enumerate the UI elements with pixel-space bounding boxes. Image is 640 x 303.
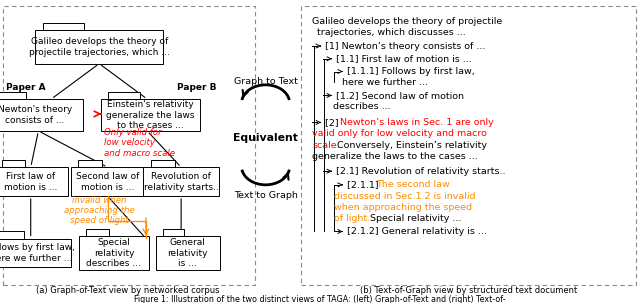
FancyBboxPatch shape bbox=[71, 167, 145, 196]
Text: [1.1] First law of motion is ...: [1.1] First law of motion is ... bbox=[336, 54, 472, 63]
FancyBboxPatch shape bbox=[1, 160, 25, 167]
Text: Einstein's relativity
generalize the laws
to the cases ...: Einstein's relativity generalize the law… bbox=[106, 100, 195, 130]
Text: Newton’s laws in Sec. 1 are only: Newton’s laws in Sec. 1 are only bbox=[340, 118, 493, 127]
Text: here we further ...: here we further ... bbox=[342, 78, 428, 87]
Text: [2.1] Revolution of relativity starts..: [2.1] Revolution of relativity starts.. bbox=[336, 167, 506, 176]
FancyBboxPatch shape bbox=[156, 236, 220, 270]
FancyBboxPatch shape bbox=[3, 6, 255, 285]
FancyBboxPatch shape bbox=[0, 92, 26, 99]
FancyBboxPatch shape bbox=[151, 160, 175, 167]
Text: (a) Graph-of-Text view by networked corpus: (a) Graph-of-Text view by networked corp… bbox=[36, 286, 220, 295]
Text: Newton's theory
consists of ...: Newton's theory consists of ... bbox=[0, 105, 72, 125]
Text: [2]: [2] bbox=[325, 118, 342, 127]
Text: describes ...: describes ... bbox=[333, 102, 390, 111]
FancyBboxPatch shape bbox=[301, 6, 636, 285]
Text: Graph to Text: Graph to Text bbox=[234, 77, 298, 86]
Text: invalid when
approaching the
speed of light: invalid when approaching the speed of li… bbox=[64, 196, 134, 225]
Text: discussed in Sec.1.2 is invalid: discussed in Sec.1.2 is invalid bbox=[334, 192, 476, 201]
FancyBboxPatch shape bbox=[0, 239, 70, 268]
Text: [2.1.1]: [2.1.1] bbox=[347, 180, 381, 189]
FancyBboxPatch shape bbox=[86, 229, 109, 236]
Text: Galileo develops the theory of projectile: Galileo develops the theory of projectil… bbox=[312, 17, 502, 26]
FancyBboxPatch shape bbox=[0, 99, 83, 131]
Text: trajectories, which discusses ...: trajectories, which discusses ... bbox=[317, 28, 466, 37]
Text: Galileo develops the theory of
projectile trajectories, which ...: Galileo develops the theory of projectil… bbox=[29, 37, 170, 57]
FancyBboxPatch shape bbox=[0, 231, 24, 239]
Text: Revolution of
relativity starts..: Revolution of relativity starts.. bbox=[144, 172, 218, 191]
Text: Only valid for
low velocity
and macro scale: Only valid for low velocity and macro sc… bbox=[104, 128, 175, 158]
Text: Paper B: Paper B bbox=[177, 83, 217, 92]
FancyBboxPatch shape bbox=[35, 30, 163, 64]
Text: [1.2] Second law of motion: [1.2] Second law of motion bbox=[336, 91, 464, 100]
FancyBboxPatch shape bbox=[100, 99, 200, 131]
Text: The second law: The second law bbox=[376, 180, 450, 189]
Text: of light.: of light. bbox=[334, 214, 370, 223]
Text: (b) Text-of-Graph view by structured text document: (b) Text-of-Graph view by structured tex… bbox=[360, 286, 577, 295]
Text: valid only for low velocity and macro: valid only for low velocity and macro bbox=[312, 129, 487, 138]
FancyBboxPatch shape bbox=[143, 167, 219, 196]
Text: when approaching the speed: when approaching the speed bbox=[334, 203, 472, 212]
Text: Follows by first law,
here we further ...: Follows by first law, here we further ..… bbox=[0, 243, 75, 263]
Text: Figure 1: Illustration of the two distinct views of TAGA: (left) Graph-of-Text a: Figure 1: Illustration of the two distin… bbox=[134, 295, 506, 303]
Text: Second law of
motion is ...: Second law of motion is ... bbox=[76, 172, 140, 191]
Text: Special
relativity
describes ...: Special relativity describes ... bbox=[86, 238, 141, 268]
FancyBboxPatch shape bbox=[79, 160, 102, 167]
Text: Equivalent: Equivalent bbox=[233, 133, 298, 143]
Text: Text to Graph: Text to Graph bbox=[234, 191, 298, 200]
Text: Conversely, Einstein’s relativity: Conversely, Einstein’s relativity bbox=[334, 141, 487, 150]
Text: [1] Newton’s theory consists of ...: [1] Newton’s theory consists of ... bbox=[325, 42, 486, 51]
FancyBboxPatch shape bbox=[43, 23, 84, 30]
Text: General
relativity
is ...: General relativity is ... bbox=[167, 238, 208, 268]
FancyBboxPatch shape bbox=[79, 236, 149, 270]
Text: [2.1.2] General relativity is ...: [2.1.2] General relativity is ... bbox=[347, 227, 487, 236]
Text: Paper A: Paper A bbox=[6, 83, 46, 92]
FancyBboxPatch shape bbox=[0, 167, 68, 196]
Text: [1.1.1] Follows by first law,: [1.1.1] Follows by first law, bbox=[347, 67, 475, 76]
Text: Special relativity ...: Special relativity ... bbox=[367, 214, 461, 223]
FancyBboxPatch shape bbox=[108, 92, 140, 99]
FancyBboxPatch shape bbox=[163, 229, 184, 236]
Text: generalize the laws to the cases ...: generalize the laws to the cases ... bbox=[312, 152, 478, 161]
Text: scale.: scale. bbox=[312, 141, 340, 150]
Text: First law of
motion is ...: First law of motion is ... bbox=[4, 172, 58, 191]
